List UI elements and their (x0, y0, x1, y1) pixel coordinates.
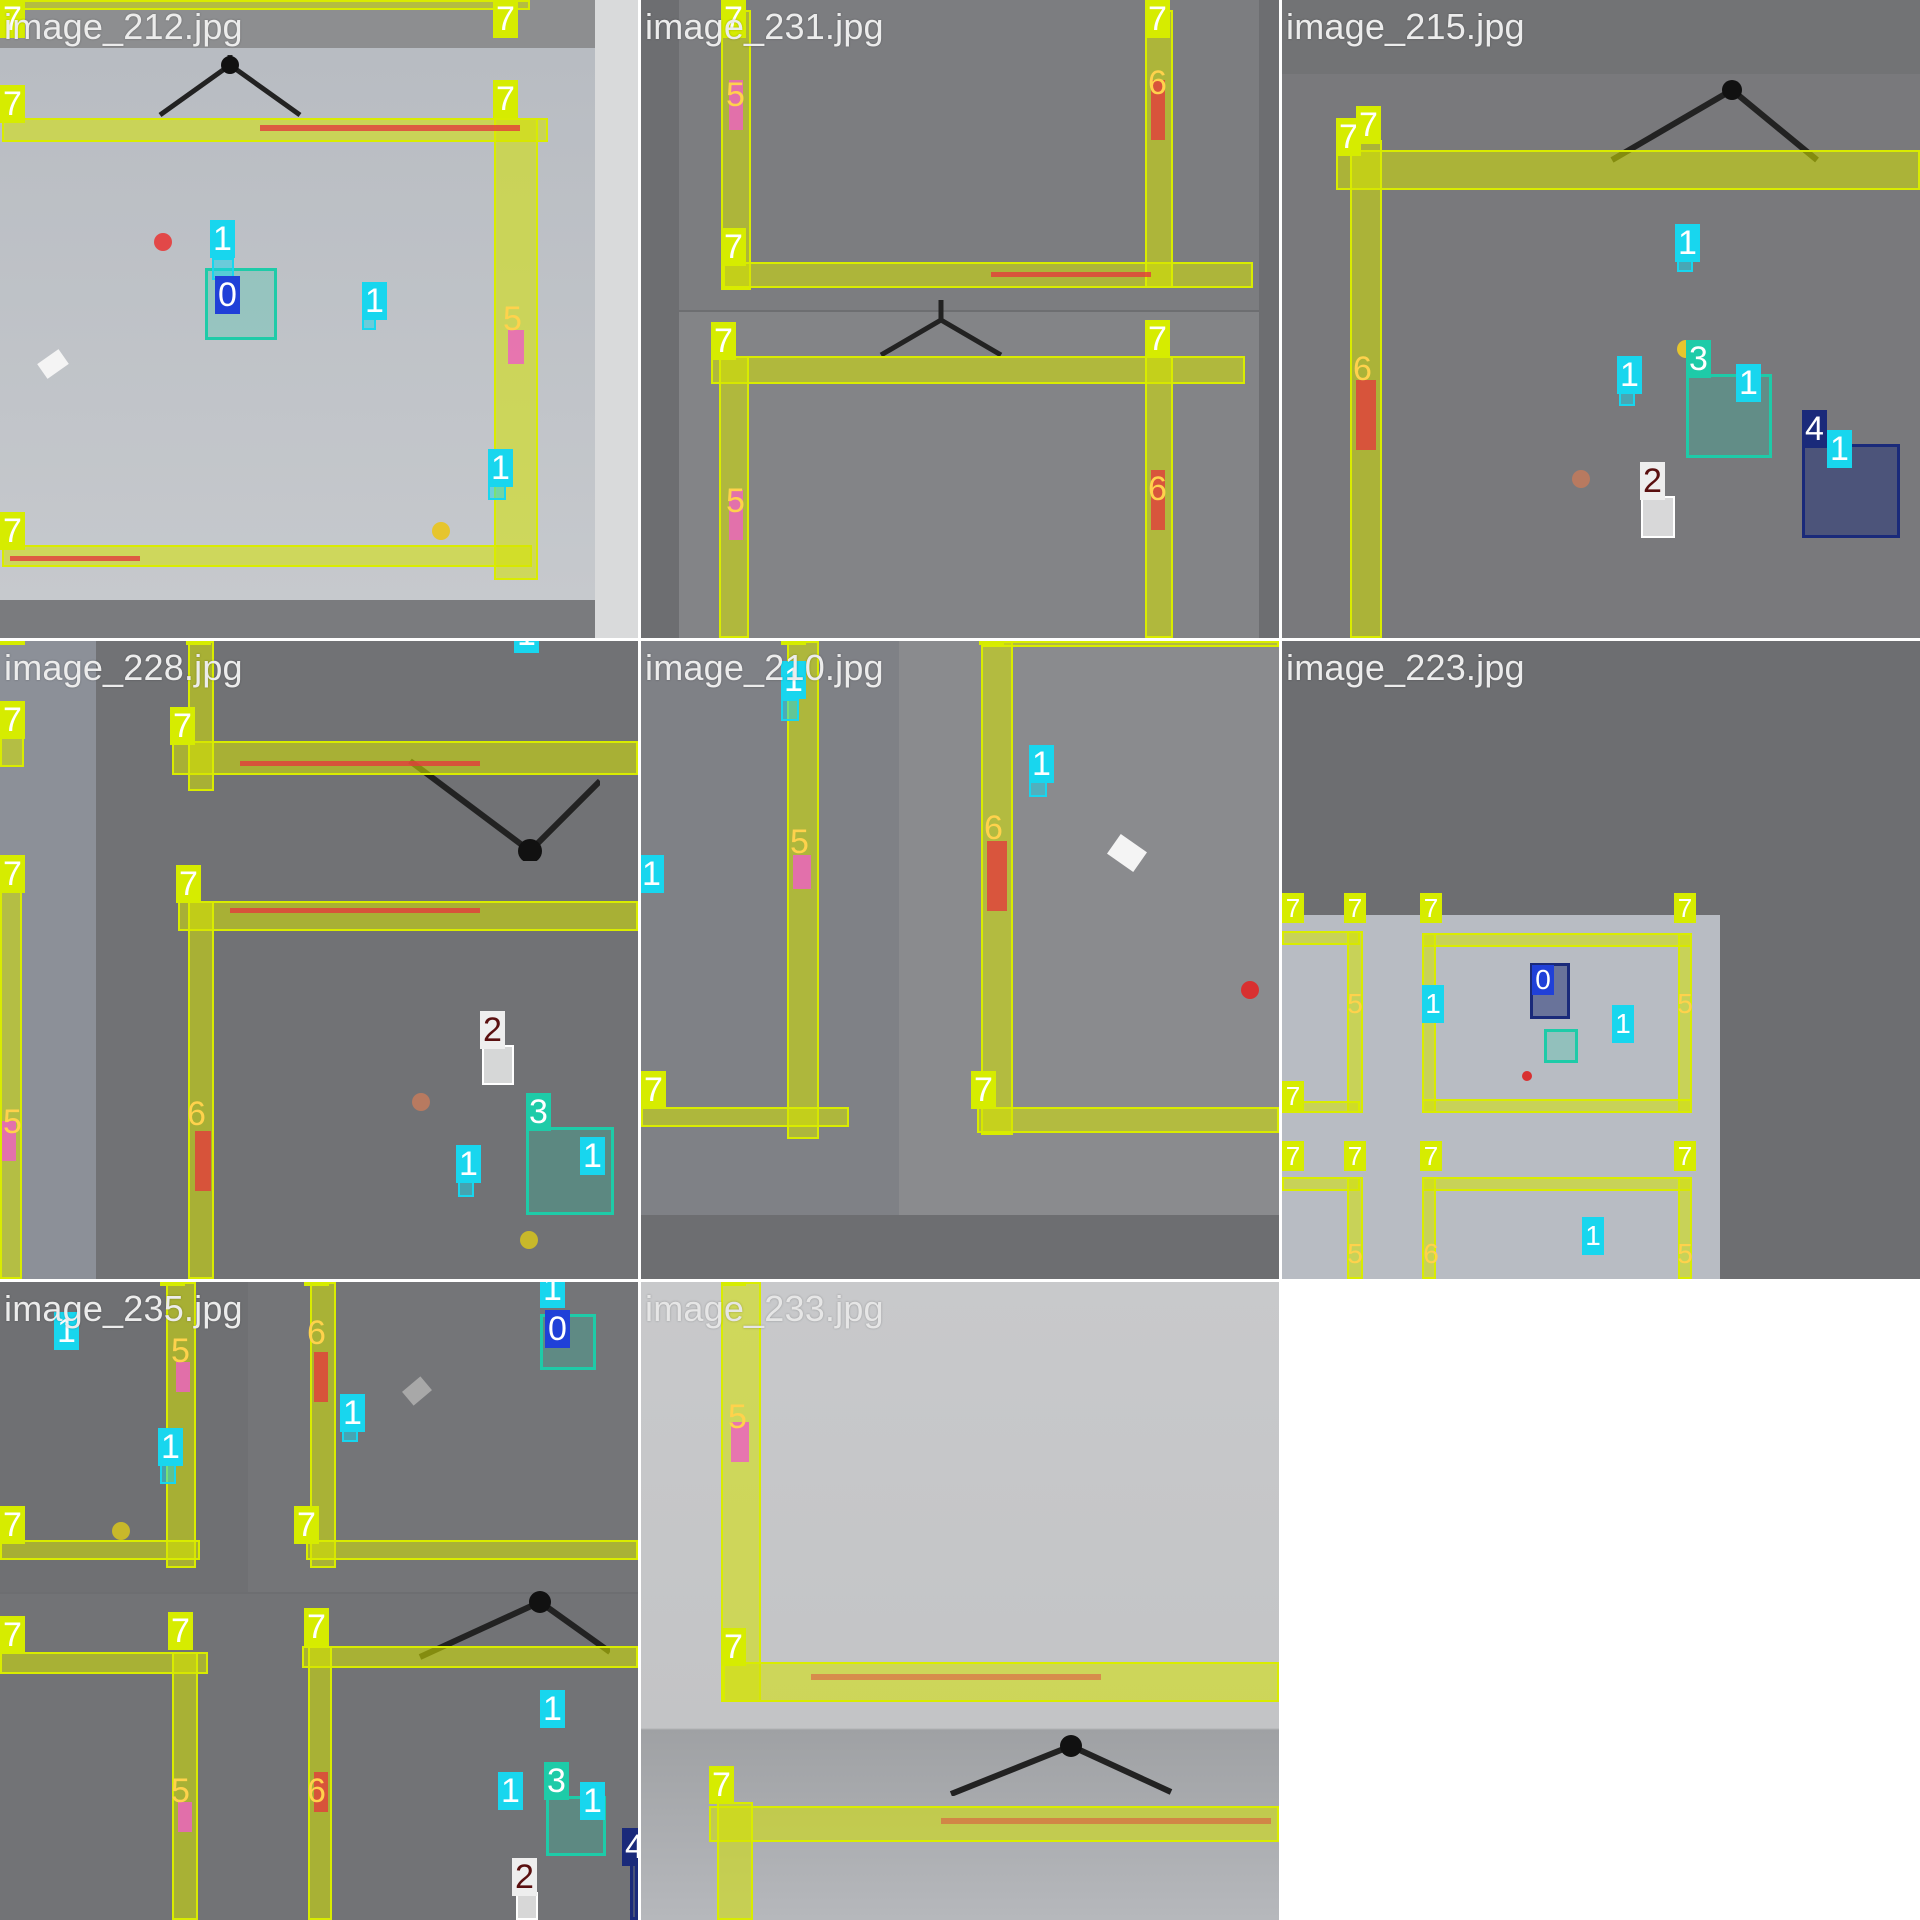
mosaic-tile-image-235[interactable]: 7 7 7 7 7 7 7 6 6 5 5 1 1 1 1 0 1 1 3 1 … (0, 1282, 638, 1920)
tile-filename: image_223.jpg (1286, 647, 1525, 688)
tripod-icon (1610, 80, 1819, 163)
tile-filename: image_231.jpg (645, 6, 884, 47)
ball-object (1572, 470, 1590, 488)
yellow-ball (432, 522, 450, 540)
mosaic-tile-image-231[interactable]: 7 7 7 7 7 6 6 5 5 image_231.jpg (641, 0, 1279, 638)
tile-filename: image_215.jpg (1286, 6, 1525, 47)
floor-section (679, 312, 1259, 638)
floor-left-strip (0, 641, 96, 1279)
red-ball (1522, 1071, 1532, 1081)
floor-right-strip (595, 0, 638, 638)
mosaic-tile-image-210[interactable]: 7 7 7 7 6 5 1 1 1 image_210.jpg (641, 641, 1279, 1279)
tile-filename: image_210.jpg (645, 647, 884, 688)
yellow-ball (112, 1522, 130, 1540)
tile-filename: image_228.jpg (4, 647, 243, 688)
tripod-icon (158, 55, 302, 118)
tripod-icon (949, 1735, 1173, 1796)
yellow-ball (520, 1231, 538, 1249)
ball-object (412, 1093, 430, 1111)
empty-grid-cell (1282, 1282, 1920, 1920)
tripod-icon (418, 1591, 610, 1660)
tile-filename: image_233.jpg (645, 1288, 884, 1329)
tripod-icon (879, 300, 1003, 358)
yellow-ball (1677, 340, 1695, 358)
red-ball (1241, 981, 1259, 999)
mosaic-tile-image-212[interactable]: 7 7 7 7 7 5 1 0 1 1 image_212.jpg (0, 0, 638, 638)
mosaic-background (641, 1282, 1279, 1920)
floor-section (248, 1282, 638, 1592)
mosaic-background (0, 0, 638, 638)
mosaic-tile-image-233[interactable]: 7 7 7 5 image_233.jpg (641, 1282, 1279, 1920)
red-ball (154, 233, 172, 251)
tile-filename: image_235.jpg (4, 1288, 243, 1329)
floor-section (899, 641, 1279, 1215)
mosaic-tile-image-223[interactable]: 7 7 7 7 7 7 7 7 7 5 5 5 5 6 0 1 1 1 imag… (1282, 641, 1920, 1279)
mosaic-tile-image-215[interactable]: 7 7 6 1 1 3 1 4 1 2 image_215.jpg (1282, 0, 1920, 638)
floor-section (1282, 915, 1720, 1279)
mosaic-background (1282, 0, 1920, 638)
floor-section (641, 641, 899, 1215)
mosaic-tile-image-228[interactable]: 7 7 7 7 7 7 6 5 1 2 1 3 1 image_228.jpg (0, 641, 638, 1279)
tile-filename: image_212.jpg (4, 6, 243, 47)
tripod-icon (408, 758, 600, 861)
